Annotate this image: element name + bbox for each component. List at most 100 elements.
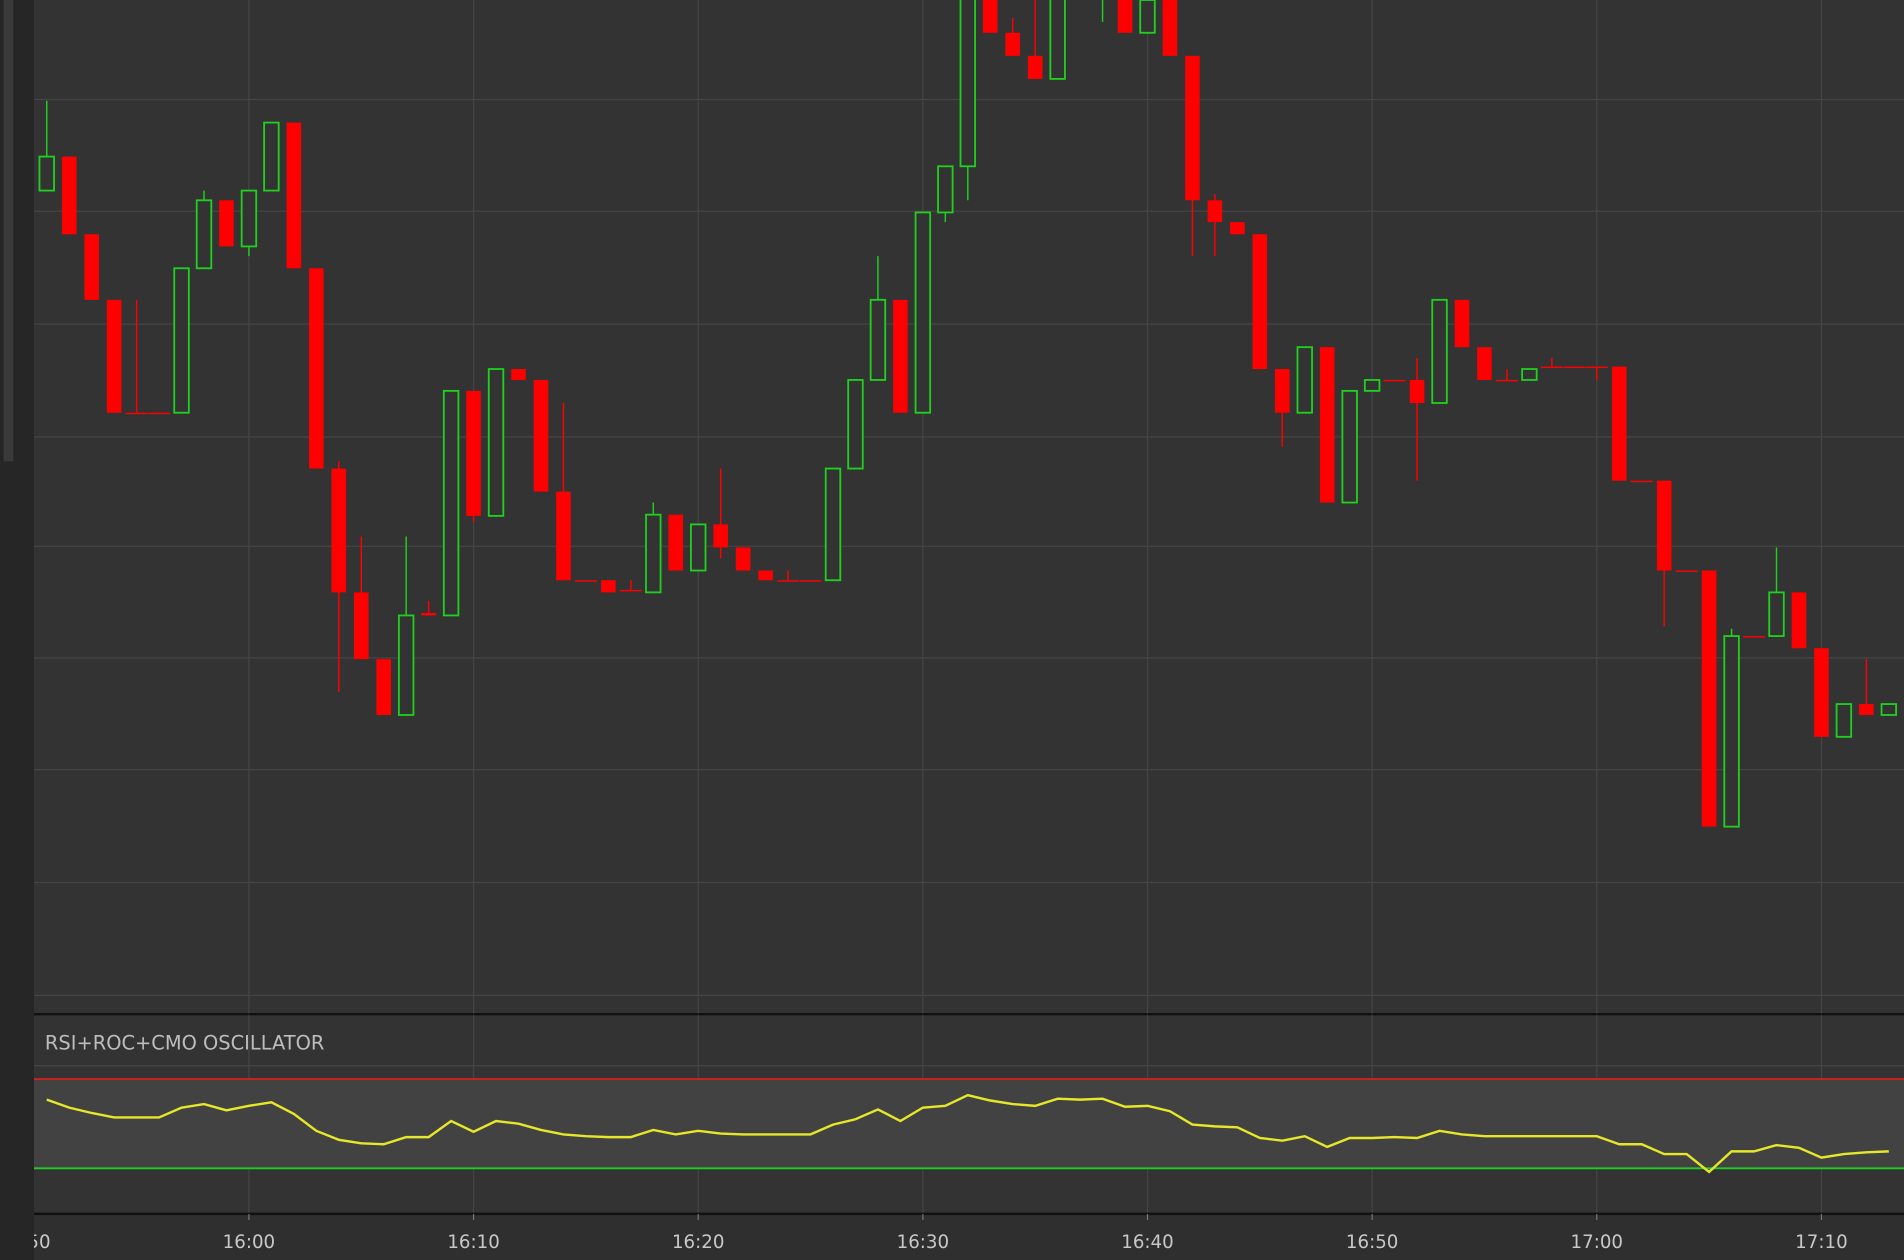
candle-up [847,379,864,470]
candle-down [1630,480,1653,483]
x-tick-label: 16:40 [1121,1232,1173,1253]
candle-down [219,200,234,247]
candle-down [601,580,616,593]
candle-down [61,156,77,235]
candle-down [1383,379,1406,382]
time-axis [34,1213,1904,1260]
candle-down [1230,222,1245,235]
candle-up [487,368,505,517]
candle-up [1296,346,1313,414]
price-plot [34,0,1904,1014]
candle-down [1540,366,1563,369]
x-tick-label: 16:20 [672,1232,724,1253]
x-tick-label: 15:50 [0,1232,51,1253]
candle-down [309,268,324,469]
candle-down [668,514,684,571]
candle-down [106,299,122,413]
candle-up [1049,0,1066,80]
candle-up [690,523,707,572]
candle-down [713,524,728,548]
candle-down [466,390,481,516]
candle-down [286,122,302,269]
x-tick-label: 17:10 [1795,1232,1847,1253]
x-tick-label: 16:10 [447,1232,499,1253]
time-labels: 15:50 16:00 16:10 16:20 16:30 16:40 16:50 17:00… [0,1213,1848,1253]
candle-down [574,580,597,582]
candle-down [1117,0,1133,33]
candle-up [1723,635,1740,828]
candle-down [799,580,822,582]
candle-up [397,614,415,716]
oscillator-title: RSI+ROC+CMO OSCILLATOR [45,1031,324,1054]
candle-down [1454,299,1470,348]
candle-up [869,298,887,381]
candle-down [376,659,391,715]
candle-down [982,0,998,33]
candle-up [1139,0,1156,34]
candle-up [195,199,213,270]
candle-up [1363,379,1381,392]
candle-down [1207,200,1223,223]
oscillator-plot [34,1014,1904,1213]
candle-down [511,369,526,380]
candle-down [893,299,908,413]
level-band [34,1079,1904,1169]
candle-up [173,267,190,414]
candle-down [331,468,347,593]
x-tick-label: 16:00 [223,1232,275,1253]
candle-down [1162,0,1178,56]
candle-up [937,165,954,214]
candle-down [777,580,799,582]
candle-down [1585,366,1608,369]
candle-down [1656,480,1672,571]
scrollbar[interactable] [3,0,14,462]
candle-down [735,547,751,571]
candle-down [1275,369,1290,413]
candle-down [533,379,549,492]
candle-down [1701,570,1717,827]
candle-down [619,589,642,592]
candle-up [1835,703,1853,738]
candle-up [1768,591,1785,637]
x-tick-label: 16:30 [897,1232,949,1253]
candle-up [959,0,976,168]
candle-down [758,570,773,581]
candle-up [263,121,280,192]
candle-down [1319,347,1335,503]
candle-up [645,513,662,594]
x-tick-label: 16:50 [1346,1232,1398,1253]
candle-down [1675,570,1698,572]
candle-down [421,613,436,616]
candle-up [1341,389,1358,504]
candle-down [1409,379,1425,404]
candle-up [1521,368,1538,381]
candle-down [1005,32,1020,56]
candle-up [1431,298,1448,404]
candle-down [1252,234,1268,370]
candle-down [84,234,99,300]
oscillator-line [46,1093,1889,1174]
candle-up [824,467,842,582]
candle-down [1496,379,1518,382]
candle-up [914,211,932,414]
candle-down [148,412,170,415]
candle-up [38,155,55,192]
candle-down [1185,55,1200,201]
candle-down [125,412,148,415]
candle-up [442,389,460,617]
candle-down [1859,704,1874,715]
candle-down [1743,636,1765,638]
candle-up [240,189,258,248]
candle-down [1563,366,1586,369]
candle-down [1027,55,1043,79]
candle-down [1814,648,1829,737]
candle-down [1477,347,1492,380]
x-tick-label: 17:00 [1571,1232,1623,1253]
candle-up [1880,703,1898,716]
candle-down [353,592,369,660]
candle-down [1611,366,1627,481]
candle-down [1791,592,1807,649]
candle-down [556,491,571,581]
